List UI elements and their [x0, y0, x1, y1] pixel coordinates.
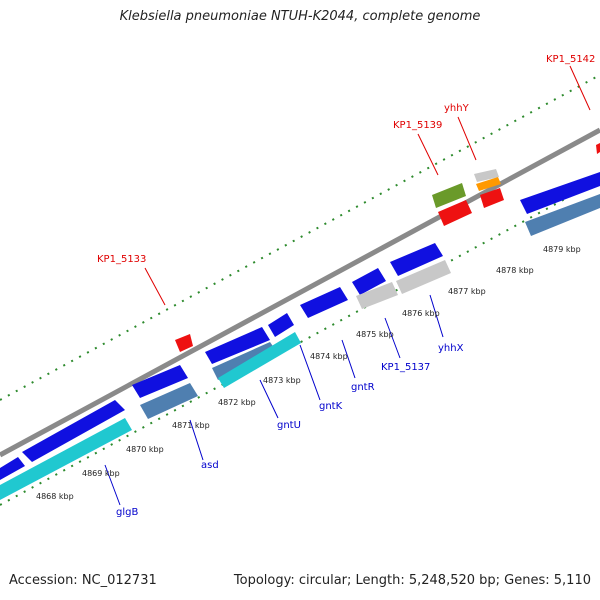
tick-label-3: 4871 kbp	[172, 421, 210, 430]
tick-label-5: 4873 kbp	[263, 376, 301, 385]
gene-label-asd[interactable]: asd	[201, 460, 219, 471]
tick-label-6: 4874 kbp	[310, 352, 348, 361]
gene-forward-1[interactable]	[22, 400, 125, 462]
gene-label-kp1-5137[interactable]: KP1_5137	[381, 362, 430, 373]
gene-label-kp1-5142[interactable]: KP1_5142	[546, 54, 595, 65]
gene-forward-8[interactable]	[520, 172, 600, 214]
gene-label-kp1-5133[interactable]: KP1_5133	[97, 254, 146, 265]
bottom-gene-labels: glgB asd gntU gntK gntR KP1_5137 yhhX	[116, 343, 464, 518]
outer-dotted-track	[0, 74, 600, 401]
outer-genes	[175, 143, 600, 352]
tick-label-7: 4875 kbp	[356, 330, 394, 339]
tick-label-11: 4879 kbp	[543, 245, 581, 254]
gene-forward-5[interactable]	[300, 287, 348, 318]
gene-gray-yhhy[interactable]	[474, 169, 499, 182]
top-leader-lines	[144, 65, 591, 306]
leader-kp1-5139	[417, 133, 439, 176]
gene-reverse-4[interactable]	[356, 282, 398, 309]
leader-asd	[189, 419, 204, 461]
leader-yhhx	[429, 294, 444, 338]
gene-label-gntk[interactable]: gntK	[319, 401, 343, 412]
backbone	[0, 127, 600, 458]
top-gene-labels: KP1_5133 KP1_5139 yhhY KP1_5142	[97, 54, 595, 265]
gene-forward-7[interactable]	[390, 243, 443, 276]
gene-red-kp1-5142[interactable]	[596, 143, 600, 154]
leader-gntr	[341, 339, 356, 379]
tick-label-4: 4872 kbp	[218, 398, 256, 407]
gene-forward-6[interactable]	[352, 268, 386, 295]
reverse-genes	[0, 194, 600, 500]
gene-label-gntr[interactable]: gntR	[351, 382, 375, 393]
leader-kp1-5137	[384, 317, 401, 359]
leader-gntu	[259, 379, 279, 419]
topology-info: Topology: circular; Length: 5,248,520 bp…	[233, 573, 591, 588]
leader-glgb	[104, 464, 121, 506]
gene-forward-2[interactable]	[132, 365, 188, 398]
gene-reverse-3[interactable]	[218, 332, 301, 388]
forward-genes	[0, 172, 600, 480]
gene-orange-yhhy[interactable]	[476, 177, 501, 191]
inner-dotted-track	[0, 179, 600, 506]
tick-label-2: 4870 kbp	[126, 445, 164, 454]
gene-olive-kp1-5139[interactable]	[432, 183, 466, 208]
gene-label-kp1-5139[interactable]: KP1_5139	[393, 120, 442, 131]
gene-red-2[interactable]	[480, 188, 504, 208]
gene-label-gntu[interactable]: gntU	[277, 420, 301, 431]
gene-reverse-0[interactable]	[0, 418, 132, 500]
outer-tick-track	[0, 74, 600, 401]
bottom-leader-lines	[104, 294, 444, 506]
gene-reverse-5[interactable]	[396, 260, 451, 294]
gene-reverse-2[interactable]	[212, 342, 277, 380]
leader-yhhy	[457, 116, 477, 161]
gene-label-yhhx[interactable]: yhhX	[438, 343, 464, 354]
tick-label-1: 4869 kbp	[82, 469, 120, 478]
gene-red-kp1-5133[interactable]	[175, 334, 193, 352]
leader-kp1-5142	[569, 65, 591, 111]
gene-red-1[interactable]	[438, 200, 472, 226]
gene-forward-0[interactable]	[0, 457, 25, 480]
leader-kp1-5133	[144, 267, 166, 306]
inner-tick-track	[0, 179, 600, 506]
map-title: Klebsiella pneumoniae NTUH-K2044, comple…	[119, 9, 481, 24]
tick-label-9: 4877 kbp	[448, 287, 486, 296]
backbone-line	[0, 127, 600, 458]
gene-label-glgb[interactable]: glgB	[116, 507, 138, 518]
gene-forward-4[interactable]	[268, 313, 294, 337]
leader-gntk	[299, 344, 321, 401]
accession-info: Accession: NC_012731	[9, 573, 157, 588]
tick-label-8: 4876 kbp	[402, 309, 440, 318]
tick-label-0: 4868 kbp	[36, 492, 74, 501]
gene-forward-3[interactable]	[205, 327, 270, 364]
gene-reverse-6[interactable]	[525, 194, 600, 236]
gene-reverse-1[interactable]	[140, 383, 198, 419]
gene-label-yhhy[interactable]: yhhY	[444, 103, 470, 114]
tick-label-10: 4878 kbp	[496, 266, 534, 275]
scale-labels: 4868 kbp 4869 kbp 4870 kbp 4871 kbp 4872…	[36, 245, 581, 501]
